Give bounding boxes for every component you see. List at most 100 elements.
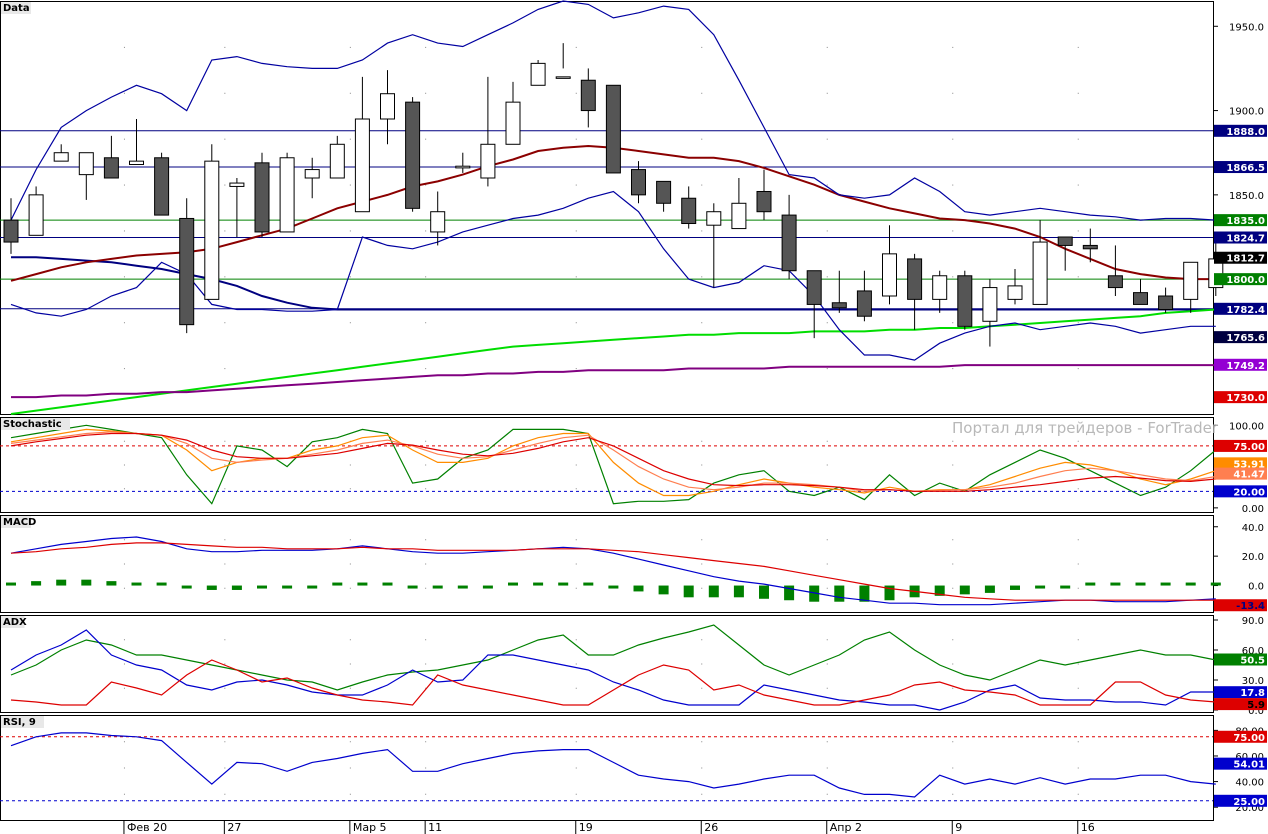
candle-body [907, 258, 923, 300]
histogram-bar [1060, 585, 1071, 589]
grid-dot [701, 46, 703, 48]
candle-body [204, 160, 220, 300]
grid-dot [123, 184, 125, 186]
grid-dot [952, 539, 954, 541]
candle [1158, 287, 1174, 313]
value-badge: 1835.0 [1214, 214, 1267, 227]
candle-body [103, 157, 119, 179]
grid-dot [123, 741, 125, 743]
candle-body [1032, 241, 1048, 305]
y-tick-label: 0.00 [1242, 504, 1264, 515]
watermark-text: Портал для трейдеров - ForTrader [952, 419, 1219, 437]
grid-dot [425, 464, 427, 466]
candle [1057, 236, 1073, 271]
grid-dot [224, 440, 226, 442]
grid-dot [425, 741, 427, 743]
grid-dot [952, 587, 954, 589]
grid-dot [952, 793, 954, 795]
histogram-bar [1210, 582, 1221, 586]
grid-dot [425, 639, 427, 641]
histogram-bar [708, 585, 719, 598]
series-line-0 [10, 536, 1216, 606]
candle [1032, 220, 1048, 305]
grid-dot [575, 322, 577, 324]
y-tick-label: 0.0 [1248, 706, 1264, 717]
value-badge: 53.91 [1214, 457, 1267, 470]
grid-dot [1077, 184, 1079, 186]
candle [304, 157, 320, 199]
candle-body [1007, 285, 1023, 300]
value-badge-bg [1214, 331, 1267, 344]
panel-frame [0, 1, 1214, 415]
value-badge-text: 53.91 [1233, 459, 1265, 470]
grid-dots [123, 741, 1079, 795]
candle [405, 97, 421, 212]
value-badge-bg [1214, 730, 1267, 743]
candle [856, 270, 872, 322]
grid-dot [701, 587, 703, 589]
grid-dot [1077, 639, 1079, 641]
grid-dot [224, 793, 226, 795]
grid-dot [349, 741, 351, 743]
candle [756, 169, 772, 221]
value-badge-text: 1730.0 [1226, 393, 1265, 404]
candle-body [706, 211, 722, 226]
grid-dot [224, 46, 226, 48]
candle-body [831, 302, 847, 309]
candle [204, 144, 220, 300]
value-badge-text: 54.01 [1233, 760, 1265, 771]
histogram-bar [533, 582, 544, 586]
histogram-bar [859, 585, 870, 602]
grid-dot [952, 767, 954, 769]
grid-dot [123, 563, 125, 565]
macd-histogram [6, 579, 1221, 602]
value-badge-bg [1214, 457, 1267, 470]
value-badge: 54.01 [1214, 757, 1267, 771]
y-tick-label: 90.0 [1242, 616, 1264, 627]
panel-title-bg [1, 2, 31, 14]
x-tick-label: Фев 20 [127, 821, 167, 834]
histogram-bar [759, 585, 769, 599]
grid-dot [224, 184, 226, 186]
histogram-bar [784, 585, 795, 601]
grid-dot [826, 563, 828, 565]
grid-dot [575, 687, 577, 689]
candle [380, 70, 395, 145]
value-badge-text: 75.00 [1233, 733, 1265, 744]
grid-dot [349, 322, 351, 324]
series-line-3 [11, 364, 1216, 399]
grid-dot [826, 587, 828, 589]
grid-dot [224, 230, 226, 232]
value-badge-text: 1888.0 [1226, 127, 1265, 138]
grid-dot [701, 92, 703, 94]
histogram-bar [382, 582, 393, 586]
grid-dot [425, 563, 427, 565]
grid-dot [952, 368, 954, 370]
grid-dot [123, 663, 125, 665]
value-badge-bg [1214, 161, 1267, 174]
value-badge-text: 1835.0 [1226, 216, 1265, 227]
value-badge: 1782.4 [1214, 302, 1267, 316]
grid-dot [1077, 687, 1079, 689]
grid-dot [826, 639, 828, 641]
value-badge: 1888.0 [1214, 124, 1267, 138]
candle [1007, 269, 1023, 305]
grid-dot [224, 539, 226, 541]
grid-dots [123, 539, 1079, 589]
grid-dot [425, 539, 427, 541]
grid-dot [123, 276, 125, 278]
grid-dot [123, 230, 125, 232]
grid-dot [1077, 488, 1079, 490]
grid-dot [701, 230, 703, 232]
candle [279, 152, 295, 233]
grid-dot [952, 639, 954, 641]
value-badge-bg [1214, 214, 1267, 227]
grid-dot [575, 663, 577, 665]
grid-dot [224, 276, 226, 278]
value-badge-text: 25.00 [1233, 797, 1265, 808]
grid-dot [425, 92, 427, 94]
grid-dot [826, 767, 828, 769]
series-line-2 [10, 308, 1216, 415]
panel-3: 90.0 60.0 30.0 0.0 50.5 17.85.9 ADX [0, 615, 1267, 717]
value-badge-bg [1214, 599, 1267, 612]
